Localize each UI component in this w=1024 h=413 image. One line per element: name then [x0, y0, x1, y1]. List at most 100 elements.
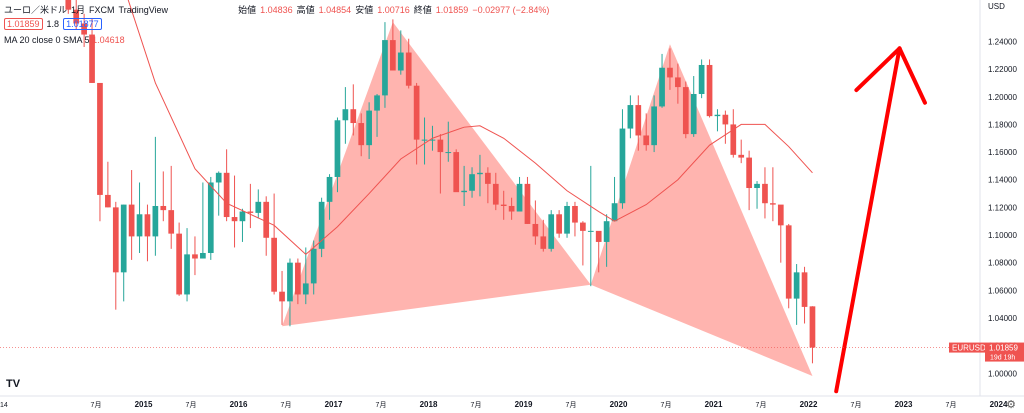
time-tick-label: 14	[0, 402, 8, 409]
candle	[682, 81, 689, 139]
candle-body	[144, 214, 151, 237]
candle-body	[730, 124, 737, 155]
candle	[279, 270, 285, 325]
moving-average	[127, 0, 813, 256]
price-change: −0.02977 (−2.84%)	[472, 4, 550, 15]
candle-body	[651, 106, 657, 146]
candle-body	[358, 123, 365, 146]
candle-body	[492, 183, 499, 205]
candle-body	[255, 201, 262, 213]
time-tick-label: 7月	[661, 401, 672, 409]
sell-price-button[interactable]: 1.01859	[4, 18, 43, 30]
candle-body	[168, 210, 175, 234]
candle	[445, 121, 452, 162]
candle	[667, 48, 673, 90]
candle-body	[382, 40, 388, 96]
candle-body	[580, 222, 586, 231]
candle	[754, 181, 760, 209]
arrow-head	[854, 46, 902, 93]
candle-body	[603, 221, 610, 242]
candle-body	[334, 120, 341, 177]
candle	[295, 258, 301, 305]
candle	[508, 197, 515, 220]
candle	[350, 84, 357, 136]
time-tick-label: 7月	[946, 401, 957, 409]
candle	[492, 172, 499, 211]
candle-body	[500, 204, 507, 206]
exchange: FXCM	[89, 4, 115, 15]
candle	[358, 113, 365, 157]
candle	[97, 82, 103, 222]
candlesticks	[65, 0, 816, 364]
price-tick-label: 1.20000	[988, 93, 1017, 102]
candle-body	[437, 139, 444, 153]
indicator-value: 1.04618	[92, 35, 125, 45]
candle	[136, 182, 143, 253]
candle	[413, 82, 420, 165]
candle	[651, 95, 657, 153]
ohlc-low-label: 安値	[355, 5, 374, 15]
candle-body	[287, 262, 293, 302]
candle-body	[643, 135, 650, 146]
candle	[160, 171, 167, 222]
symbol-tag: EURUSD	[952, 344, 986, 353]
candle	[200, 182, 206, 259]
time-tick-label: 7月	[91, 401, 102, 409]
time-tick-label: 7月	[756, 401, 767, 409]
candle-body	[207, 182, 214, 253]
candle	[746, 150, 752, 211]
candle-body	[548, 214, 555, 249]
forecast-arrow	[834, 46, 927, 394]
candle-body	[302, 283, 309, 295]
candle	[477, 154, 483, 197]
candle	[540, 219, 547, 252]
price-tick-label: 1.24000	[988, 37, 1017, 46]
time-tick-label: 2022	[800, 400, 818, 409]
candle	[120, 204, 127, 302]
candle-body	[746, 157, 752, 189]
candle	[310, 240, 317, 295]
candle	[643, 113, 650, 151]
candle	[572, 201, 578, 237]
candle-body	[263, 201, 270, 238]
candle-body	[469, 174, 475, 191]
candle	[548, 210, 555, 252]
candle	[793, 264, 800, 325]
arrow-shaft	[834, 46, 902, 394]
candle	[698, 59, 705, 99]
candle-body	[176, 233, 182, 295]
gear-icon[interactable]: ⚙	[1006, 399, 1016, 411]
candle	[207, 176, 214, 260]
candle	[564, 201, 570, 238]
interval[interactable]: 1月	[71, 5, 86, 15]
time-tick-label: 2018	[420, 400, 438, 409]
candle-body	[635, 105, 642, 136]
ohlc-close-value: 1.01859	[435, 4, 469, 15]
candle	[785, 223, 792, 309]
candle-body	[777, 204, 784, 226]
indicator-legend[interactable]: MA 20 close 0 SMA 5 1.04618	[4, 35, 125, 45]
time-axis[interactable]: 14 7月 2015 7月 2016 7月 2017 7月 2018 7月 2019 7月 2020 7月…	[0, 400, 1008, 409]
candle-body	[65, 0, 72, 10]
symbol-title[interactable]: ユーロ／米ドル	[4, 5, 68, 15]
candle-body	[619, 128, 626, 204]
buy-price-button[interactable]: 1.01877	[63, 18, 102, 30]
candle-body	[128, 204, 135, 237]
candle-body	[200, 252, 206, 259]
candle-body	[390, 40, 396, 71]
candle-body	[160, 205, 167, 211]
candle-body	[105, 194, 111, 208]
time-tick-label: 2015	[135, 400, 153, 409]
candle	[342, 87, 349, 144]
candle-body	[192, 254, 198, 259]
candle-body	[508, 205, 515, 212]
candle-body	[405, 52, 412, 86]
candle	[390, 19, 396, 71]
candle	[184, 228, 190, 302]
candle	[801, 266, 808, 324]
time-tick-label: 2021	[705, 400, 723, 409]
candle-body	[706, 64, 713, 117]
candle-body	[247, 211, 254, 213]
time-tick-label: 2019	[515, 400, 533, 409]
